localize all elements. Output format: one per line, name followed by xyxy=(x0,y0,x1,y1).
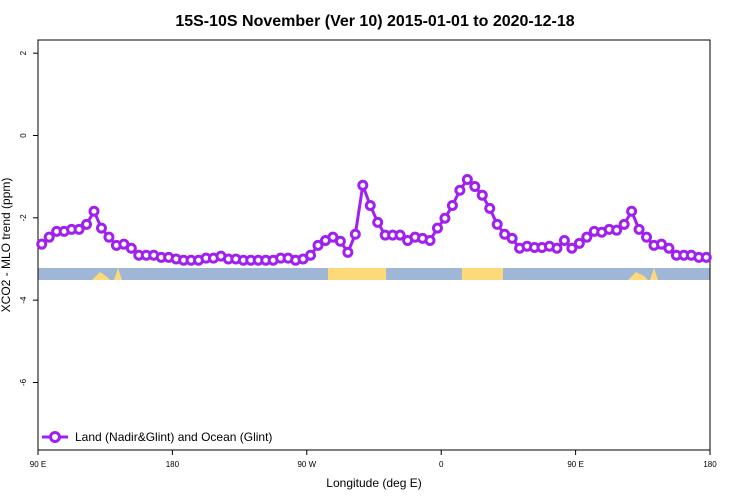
point xyxy=(334,235,346,247)
y-axis-label: XCO2 - MLO trend (ppm) xyxy=(0,178,13,313)
land-band xyxy=(114,268,122,280)
land-band xyxy=(92,272,110,280)
y-tick-label: 0 xyxy=(19,133,28,138)
point xyxy=(469,181,481,193)
y-tick-label: -4 xyxy=(19,296,28,304)
point xyxy=(476,189,488,201)
point xyxy=(357,179,369,191)
land-band xyxy=(328,268,386,280)
point xyxy=(95,222,107,234)
land-band xyxy=(650,268,658,280)
y-tick-label: -6 xyxy=(19,378,28,386)
point xyxy=(551,242,563,254)
point xyxy=(446,199,458,211)
point xyxy=(305,249,317,261)
legend-label: Land (Nadir&Glint) and Ocean (Glint) xyxy=(75,430,272,444)
point xyxy=(73,223,85,235)
point xyxy=(581,231,593,243)
x-tick-label: 0 xyxy=(439,460,444,469)
point xyxy=(611,224,623,236)
x-tick-label: 180 xyxy=(166,460,180,469)
point xyxy=(461,174,473,186)
point xyxy=(125,242,137,254)
point xyxy=(626,205,638,217)
point xyxy=(103,231,115,243)
x-tick-label: 180 xyxy=(703,460,717,469)
legend: Land (Nadir&Glint) and Ocean (Glint) xyxy=(42,430,272,444)
plot-frame xyxy=(37,39,711,451)
point xyxy=(81,218,93,230)
point xyxy=(663,242,675,254)
point xyxy=(88,205,100,217)
point xyxy=(454,184,466,196)
point xyxy=(558,234,570,246)
point xyxy=(43,231,55,243)
point xyxy=(566,242,578,254)
point xyxy=(506,232,518,244)
point xyxy=(342,246,354,258)
x-tick-label: 90 E xyxy=(30,460,46,469)
point xyxy=(633,223,645,235)
point xyxy=(364,199,376,211)
point xyxy=(394,229,406,241)
y-tick-label: 2 xyxy=(19,50,28,55)
legend-marker xyxy=(49,431,61,443)
point xyxy=(36,238,48,250)
point xyxy=(700,251,712,263)
point xyxy=(573,237,585,249)
land-band xyxy=(462,268,503,280)
point xyxy=(484,202,496,214)
x-tick-label: 90 E xyxy=(567,460,583,469)
point xyxy=(349,228,361,240)
x-axis-label: Longitude (deg E) xyxy=(326,476,421,490)
point xyxy=(439,212,451,224)
x-tick-label: 90 W xyxy=(297,460,316,469)
chart-title: 15S-10S November (Ver 10) 2015-01-01 to … xyxy=(175,13,574,30)
point xyxy=(491,218,503,230)
point xyxy=(618,218,630,230)
land-ocean-strip xyxy=(38,268,710,280)
point xyxy=(431,222,443,234)
land-band xyxy=(628,272,648,280)
point xyxy=(424,234,436,246)
y-tick-label: -2 xyxy=(19,214,28,222)
point xyxy=(641,231,653,243)
point xyxy=(312,239,324,251)
point xyxy=(372,216,384,228)
